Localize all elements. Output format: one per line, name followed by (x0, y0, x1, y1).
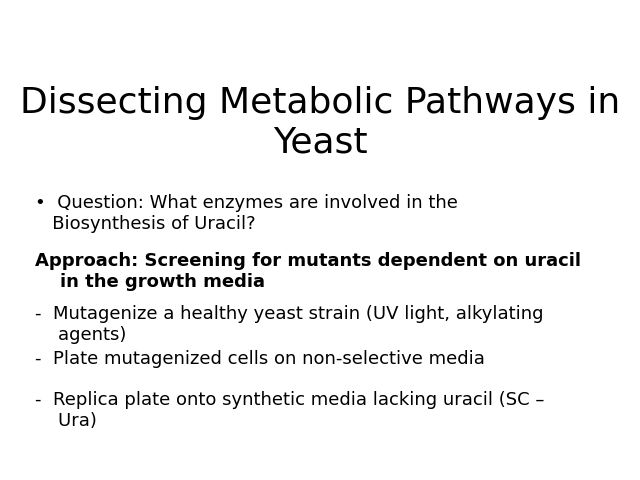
Text: Dissecting Metabolic Pathways in
Yeast: Dissecting Metabolic Pathways in Yeast (20, 86, 620, 160)
Text: •  Question: What enzymes are involved in the
   Biosynthesis of Uracil?: • Question: What enzymes are involved in… (35, 194, 458, 233)
Text: -  Replica plate onto synthetic media lacking uracil (SC –
    Ura): - Replica plate onto synthetic media lac… (35, 391, 545, 430)
Text: -  Plate mutagenized cells on non-selective media: - Plate mutagenized cells on non-selecti… (35, 350, 485, 369)
Text: -  Mutagenize a healthy yeast strain (UV light, alkylating
    agents): - Mutagenize a healthy yeast strain (UV … (35, 305, 544, 344)
Text: Approach: Screening for mutants dependent on uracil
    in the growth media: Approach: Screening for mutants dependen… (35, 252, 581, 291)
